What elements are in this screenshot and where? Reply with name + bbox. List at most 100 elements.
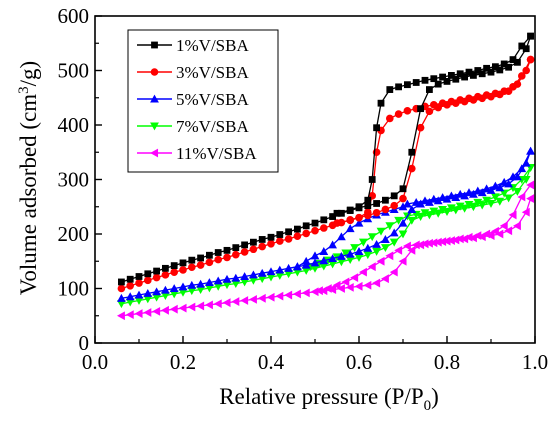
adsorption-point [143, 295, 153, 304]
adsorption-point [320, 224, 328, 232]
adsorption-point [232, 244, 240, 252]
adsorption-point [249, 245, 258, 254]
adsorption-point [293, 268, 302, 277]
adsorption-point [496, 66, 504, 74]
adsorption-point [513, 187, 522, 196]
desorption-point [448, 72, 455, 79]
adsorption-point [398, 256, 407, 266]
adsorption-point [258, 236, 266, 243]
adsorption-point [434, 80, 442, 88]
adsorption-point [310, 258, 320, 267]
legend-label: 1%V/SBA [176, 36, 249, 55]
adsorption-point [231, 280, 241, 288]
adsorption-point [372, 208, 381, 217]
adsorption-point [345, 249, 355, 258]
desorption-point [517, 192, 526, 202]
adsorption-point [354, 247, 364, 255]
desorption-point [473, 186, 483, 195]
desorption-point [421, 76, 429, 84]
adsorption-point [214, 249, 222, 256]
adsorption-point [276, 231, 284, 238]
desorption-point [491, 89, 500, 98]
adsorption-point [170, 262, 178, 270]
adsorption-point [398, 230, 408, 239]
desorption-point [464, 201, 474, 209]
y-tick-label: 200 [58, 222, 90, 246]
x-tick-label: 0.4 [258, 350, 285, 374]
desorption-point [346, 216, 355, 225]
adsorption-point [206, 251, 213, 259]
desorption-point [517, 164, 527, 173]
desorption-point [509, 83, 517, 91]
x-tick-label: 1.0 [522, 350, 548, 374]
adsorption-point [372, 239, 381, 248]
adsorption-point [276, 237, 284, 245]
desorption-point [473, 198, 483, 207]
desorption-point [499, 221, 508, 231]
desorption-point [518, 72, 526, 80]
legend-item: 1%V/SBA [137, 36, 249, 55]
adsorption-point [152, 273, 161, 282]
adsorption-point [266, 292, 275, 302]
adsorption-point [213, 299, 222, 309]
adsorption-point [257, 275, 267, 284]
adsorption-point [320, 216, 328, 224]
adsorption-point [442, 208, 452, 217]
adsorption-point [389, 238, 399, 247]
x-tick-label: 0.8 [434, 350, 460, 374]
desorption-point [403, 241, 411, 251]
adsorption-point [179, 266, 187, 274]
adsorption-point [205, 278, 214, 287]
desorption-point [319, 247, 329, 255]
adsorption-point [408, 148, 416, 156]
desorption-point [355, 213, 363, 222]
adsorption-point [214, 255, 222, 264]
adsorption-point [213, 282, 223, 291]
legend-item: 5%V/SBA [137, 90, 249, 109]
adsorption-point [416, 123, 425, 132]
adsorption-point [407, 245, 416, 255]
desorption-point [474, 67, 482, 74]
adsorption-point [521, 207, 530, 217]
adsorption-point [205, 284, 214, 293]
desorption-point [429, 238, 438, 248]
desorption-point [403, 107, 412, 115]
adsorption-point [125, 292, 135, 301]
adsorption-point [354, 281, 363, 291]
adsorption-point [223, 253, 231, 262]
adsorption-point [381, 205, 390, 214]
y-tick-label: 300 [58, 168, 90, 192]
adsorption-point [275, 265, 285, 274]
desorption-point [455, 189, 465, 198]
adsorption-point [118, 278, 125, 286]
desorption-point [491, 193, 500, 202]
desorption-point [364, 196, 372, 204]
adsorption-point [126, 281, 134, 290]
desorption-point [395, 83, 402, 91]
adsorption-point [363, 280, 372, 290]
desorption-point [350, 273, 359, 282]
adsorption-point [452, 75, 460, 83]
desorption-point [492, 63, 499, 71]
adsorption-point [161, 305, 169, 315]
adsorption-point [526, 194, 535, 203]
adsorption-point [381, 244, 390, 253]
adsorption-point [504, 194, 513, 203]
adsorption-point [337, 258, 346, 267]
adsorption-point [240, 272, 249, 281]
legend-item: 3%V/SBA [137, 63, 249, 82]
desorption-point [464, 232, 473, 242]
desorption-point [398, 202, 408, 211]
y-tick-label: 600 [58, 4, 90, 28]
desorption-point [376, 256, 385, 266]
adsorption-point [337, 284, 345, 293]
desorption-point [411, 197, 421, 206]
legend-label: 5%V/SBA [176, 90, 249, 109]
desorption-point [373, 124, 380, 132]
desorption-point [509, 56, 517, 63]
desorption-point [456, 70, 464, 78]
adsorption-point [222, 298, 231, 308]
adsorption-point [179, 259, 187, 267]
desorption-point [438, 237, 447, 247]
adsorption-point [125, 298, 135, 307]
